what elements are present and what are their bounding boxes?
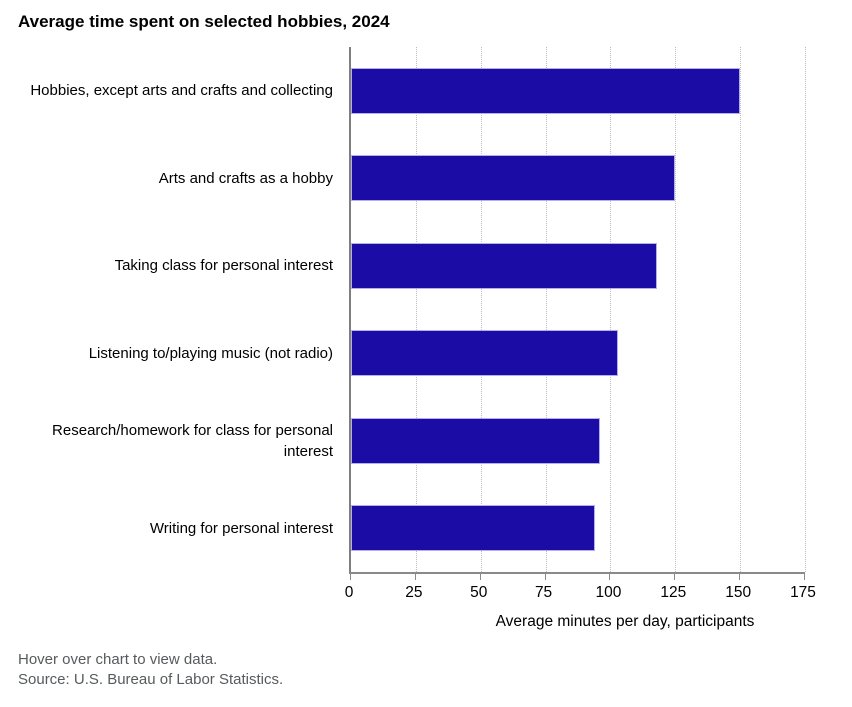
- category-labels: Hobbies, except arts and crafts and coll…: [18, 47, 333, 572]
- x-tick-label: 150: [725, 584, 752, 601]
- x-tick-label: 0: [344, 584, 354, 601]
- category-label: Research/homework for class for personal…: [52, 421, 333, 460]
- bar-5[interactable]: [351, 505, 595, 552]
- gridline: [610, 47, 612, 572]
- x-tick-label: 75: [534, 584, 553, 601]
- hover-note: Hover over chart to view data.: [18, 651, 218, 668]
- chart-footer: Hover over chart to view data. Source: U…: [18, 650, 283, 690]
- bar-1[interactable]: [351, 155, 676, 202]
- bar-2[interactable]: [351, 242, 658, 289]
- x-axis-tick: [350, 574, 351, 580]
- gridline: [480, 47, 482, 572]
- bar-0[interactable]: [351, 67, 741, 114]
- x-axis-tick: [674, 574, 676, 580]
- x-tick-label: 125: [660, 584, 687, 601]
- bar-3[interactable]: [351, 330, 619, 377]
- gridline: [545, 47, 547, 572]
- category-label: Hobbies, except arts and crafts and coll…: [30, 82, 333, 100]
- x-axis-label: Average minutes per day, participants: [495, 613, 755, 630]
- gridline: [740, 47, 742, 572]
- x-tick-label: 50: [470, 584, 488, 601]
- x-axis-tick: [609, 574, 611, 580]
- plot-area[interactable]: [349, 47, 806, 580]
- x-tick-label: 175: [790, 584, 816, 601]
- x-tick-label: 100: [595, 584, 622, 601]
- x-axis-tick: [544, 574, 546, 580]
- gridline: [415, 47, 417, 572]
- x-axis-tick: [739, 574, 741, 580]
- source-note: Source: U.S. Bureau of Labor Statistics.: [18, 671, 284, 688]
- x-axis-tick: [479, 574, 481, 580]
- category-label: Listening to/playing music (not radio): [88, 344, 333, 362]
- gridline: [805, 47, 806, 572]
- bar-4[interactable]: [351, 417, 601, 464]
- category-label: Arts and crafts as a hobby: [158, 169, 333, 187]
- x-axis-tick: [804, 574, 805, 580]
- category-label: Writing for personal interest: [149, 519, 333, 537]
- chart-title: Average time spent on selected hobbies, …: [18, 12, 390, 31]
- x-tick-labels: 0 25 50 75 100 125 150 175: [345, 584, 816, 604]
- x-tick-label: 25: [405, 584, 423, 601]
- x-axis-tick: [414, 574, 416, 580]
- category-label: Taking class for personal interest: [114, 257, 333, 275]
- gridline: [675, 47, 677, 572]
